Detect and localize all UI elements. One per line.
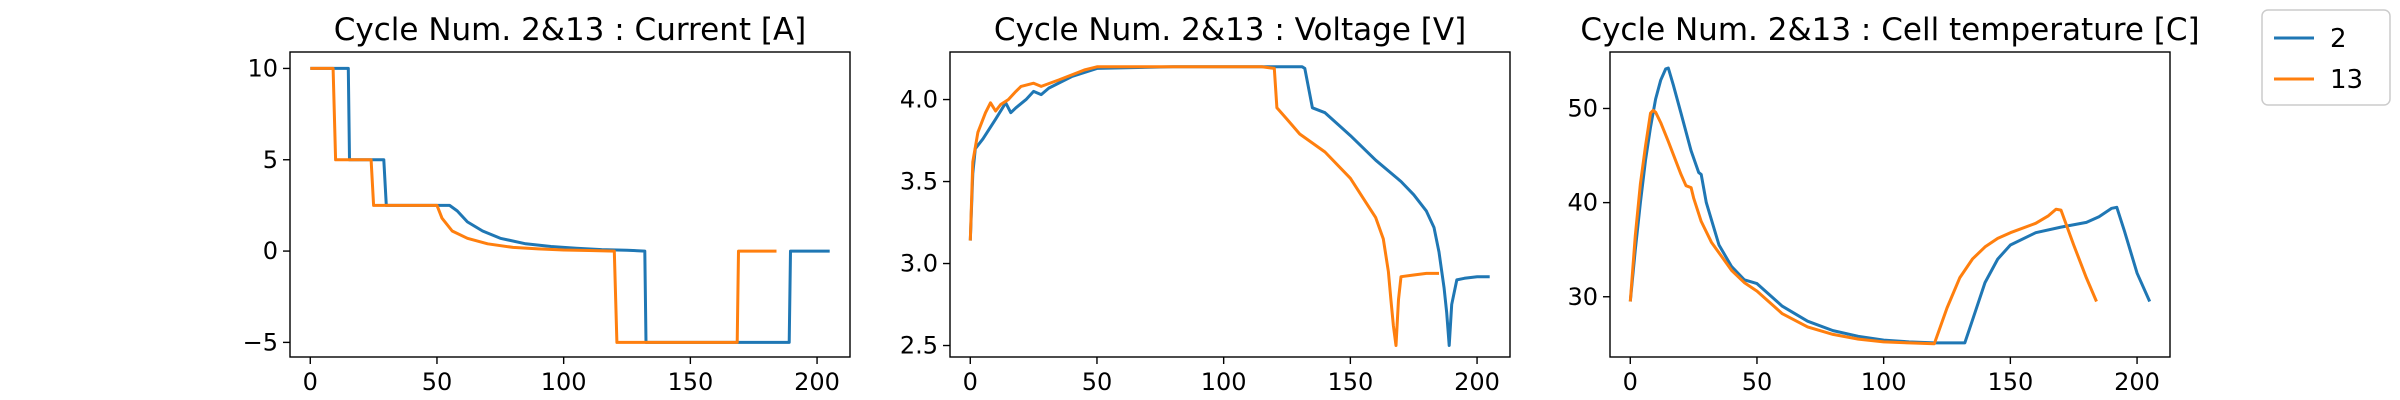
legend-entry-2: 2 [2274,24,2347,54]
x-tick-label: 150 [1987,368,2033,396]
x-tick-label: 100 [1201,368,1247,396]
chart-panel-2: Cycle Num. 2&13 : Voltage [V] 0 50 100 150 20… [900,12,1511,396]
y-tick-label: 40 [1567,189,1598,217]
series-line-13 [310,66,777,344]
chart-title: Cycle Num. 2&13 : Current [A] [334,12,807,48]
x-tick-label: 200 [2114,368,2160,396]
y-tick-label: −5 [243,328,278,356]
y-tick-label: 10 [247,54,278,82]
x-tick-label: 150 [667,368,713,396]
x-tick-label: 50 [1082,368,1113,396]
legend-label: 13 [2330,65,2363,95]
series-line-13 [1628,108,2098,346]
series-line-13 [968,65,1439,347]
y-tick-label: 3.0 [900,250,938,278]
y-tick-label: 0 [263,237,278,265]
legend-entry-13: 13 [2274,65,2363,95]
chart-title: Cycle Num. 2&13 : Voltage [V] [994,12,1466,48]
y-tick-label: 50 [1567,94,1598,122]
legend: 213 [2261,9,2391,106]
x-tick-label: 0 [963,368,978,396]
plot-frame [289,51,851,358]
x-tick-label: 100 [541,368,587,396]
y-tick-label: 2.5 [900,332,938,360]
x-tick-label: 0 [1623,368,1638,396]
legend-box [2261,9,2391,106]
y-tick-label: 3.5 [900,168,938,196]
x-tick-label: 50 [1742,368,1773,396]
x-tick-label: 200 [1454,368,1500,396]
x-tick-label: 150 [1327,368,1373,396]
x-tick-label: 50 [422,368,453,396]
y-tick-label: 4.0 [900,86,938,114]
chart-panel-1: Cycle Num. 2&13 : Current [A]0 50 100 150 20… [243,12,851,396]
series-line-2 [968,65,1490,347]
x-tick-label: 0 [303,368,318,396]
x-tick-label: 100 [1861,368,1907,396]
plot-frame [1609,51,2171,358]
y-tick-label: 5 [263,146,278,174]
chart-panel-3: Cycle Num. 2&13 : Cell temperature [C] 0 5… [1567,12,2199,396]
legend-label: 2 [2330,24,2347,54]
chart-panels: Cycle Num. 2&13 : Current [A]0 50 100 150 20… [243,12,2200,396]
x-tick-label: 200 [794,368,840,396]
chart-title: Cycle Num. 2&13 : Cell temperature [C] [1580,12,2199,48]
y-tick-label: 30 [1567,283,1598,311]
plot-frame [949,51,1511,358]
series-line-2 [1628,66,2152,345]
